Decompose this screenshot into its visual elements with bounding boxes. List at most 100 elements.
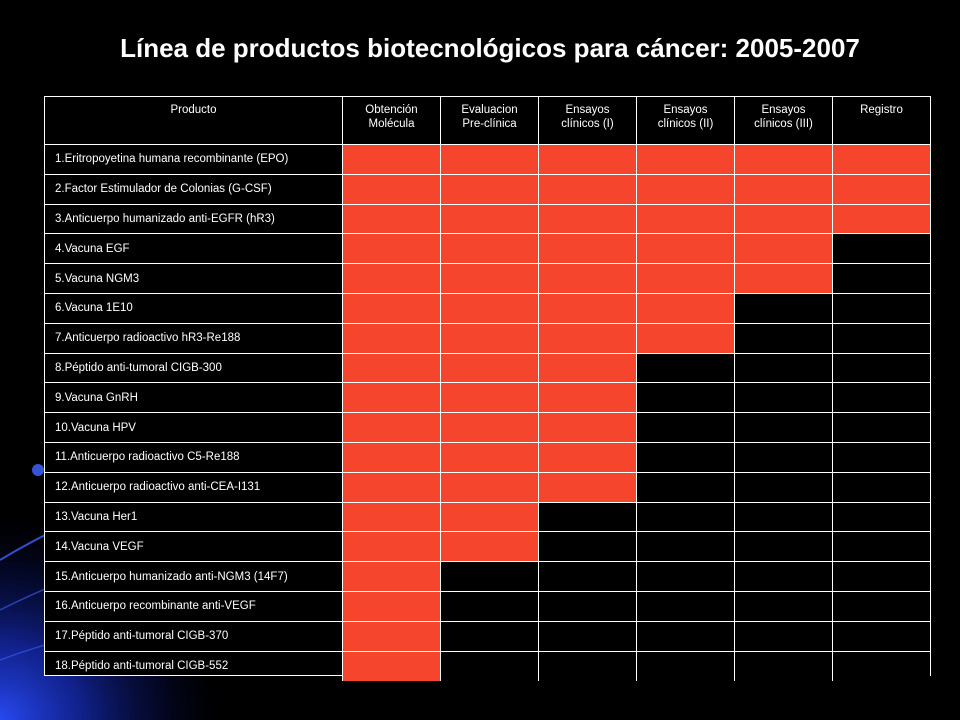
stage-completed-cell: [735, 145, 833, 175]
product-pipeline-table: Producto Obtención Molécula Evaluacion Pre-c…: [44, 96, 931, 682]
stage-completed-cell: [343, 502, 441, 533]
product-name: 17.Péptido anti-tumoral CIGB-370: [45, 621, 343, 652]
stage-pending-cell: [441, 591, 539, 622]
product-name: 7.Anticuerpo radioactivo hR3-Re188: [45, 323, 343, 354]
stage-completed-cell: [343, 383, 441, 414]
stage-completed-cell: [441, 145, 539, 175]
stage-pending-cell: [539, 532, 637, 563]
stage-pending-cell: [833, 532, 930, 563]
stage-completed-cell: [441, 293, 539, 324]
stage-pending-cell: [539, 502, 637, 533]
stage-completed-cell: [343, 353, 441, 384]
stage-completed-cell: [343, 442, 441, 473]
stage-pending-cell: [833, 591, 930, 622]
stage-pending-cell: [637, 413, 735, 443]
product-name: 1.Eritropoyetina humana recombinante (EP…: [45, 145, 343, 175]
product-name: 15.Anticuerpo humanizado anti-NGM3 (14F7…: [45, 562, 343, 592]
product-name: 10.Vacuna HPV: [45, 413, 343, 443]
stage-completed-cell: [539, 145, 637, 175]
stage-pending-cell: [441, 562, 539, 592]
stage-pending-cell: [539, 562, 637, 592]
stage-completed-cell: [441, 442, 539, 473]
stage-pending-cell: [637, 532, 735, 563]
stage-pending-cell: [735, 383, 833, 414]
stage-completed-cell: [735, 234, 833, 265]
stage-pending-cell: [735, 442, 833, 473]
header-ensayos-clinicos-i: Ensayos clínicos (I): [539, 97, 637, 145]
stage-completed-cell: [343, 323, 441, 354]
stage-completed-cell: [441, 383, 539, 414]
stage-completed-cell: [343, 651, 441, 682]
stage-completed-cell: [539, 174, 637, 205]
stage-completed-cell: [343, 204, 441, 235]
stage-completed-cell: [343, 174, 441, 205]
stage-completed-cell: [343, 591, 441, 622]
product-name: 12.Anticuerpo radioactivo anti-CEA-I131: [45, 472, 343, 503]
stage-pending-cell: [637, 562, 735, 592]
stage-completed-cell: [441, 174, 539, 205]
stage-completed-cell: [441, 264, 539, 294]
header-ensayos-clinicos-iii: Ensayos clínicos (III): [735, 97, 833, 145]
stage-completed-cell: [441, 413, 539, 443]
stage-completed-cell: [441, 472, 539, 503]
stage-completed-cell: [343, 293, 441, 324]
stage-pending-cell: [833, 383, 930, 414]
stage-completed-cell: [539, 383, 637, 414]
stage-pending-cell: [637, 442, 735, 473]
stage-pending-cell: [833, 353, 930, 384]
product-name: 13.Vacuna Her1: [45, 502, 343, 533]
stage-completed-cell: [833, 204, 930, 235]
stage-completed-cell: [539, 472, 637, 503]
stage-pending-cell: [833, 264, 930, 294]
stage-pending-cell: [735, 502, 833, 533]
header-obtencion-molecula: Obtención Molécula: [343, 97, 441, 145]
stage-completed-cell: [637, 264, 735, 294]
product-name: 9.Vacuna GnRH: [45, 383, 343, 414]
stage-pending-cell: [833, 442, 930, 473]
stage-completed-cell: [637, 145, 735, 175]
header-producto: Producto: [45, 97, 343, 145]
stage-pending-cell: [441, 651, 539, 682]
stage-pending-cell: [833, 413, 930, 443]
stage-pending-cell: [735, 591, 833, 622]
stage-pending-cell: [539, 591, 637, 622]
stage-pending-cell: [833, 293, 930, 324]
stage-pending-cell: [833, 234, 930, 265]
stage-pending-cell: [637, 353, 735, 384]
stage-completed-cell: [539, 413, 637, 443]
stage-completed-cell: [637, 174, 735, 205]
stage-completed-cell: [539, 204, 637, 235]
product-name: 3.Anticuerpo humanizado anti-EGFR (hR3): [45, 204, 343, 235]
stage-completed-cell: [833, 145, 930, 175]
stage-completed-cell: [539, 264, 637, 294]
stage-completed-cell: [343, 234, 441, 265]
stage-pending-cell: [833, 651, 930, 682]
stage-pending-cell: [539, 621, 637, 652]
product-name: 11.Anticuerpo radioactivo C5-Re188: [45, 442, 343, 473]
stage-completed-cell: [637, 204, 735, 235]
stage-completed-cell: [343, 472, 441, 503]
stage-pending-cell: [735, 353, 833, 384]
stage-completed-cell: [441, 204, 539, 235]
stage-completed-cell: [441, 323, 539, 354]
stage-pending-cell: [833, 323, 930, 354]
product-name: 8.Péptido anti-tumoral CIGB-300: [45, 353, 343, 384]
stage-completed-cell: [539, 442, 637, 473]
stage-pending-cell: [637, 621, 735, 652]
stage-completed-cell: [441, 234, 539, 265]
stage-completed-cell: [343, 413, 441, 443]
stage-completed-cell: [539, 323, 637, 354]
stage-pending-cell: [735, 472, 833, 503]
stage-pending-cell: [637, 383, 735, 414]
product-name: 18.Péptido anti-tumoral CIGB-552: [45, 651, 343, 682]
stage-pending-cell: [637, 502, 735, 533]
stage-pending-cell: [833, 502, 930, 533]
stage-completed-cell: [539, 353, 637, 384]
stage-completed-cell: [637, 323, 735, 354]
stage-pending-cell: [735, 651, 833, 682]
stage-pending-cell: [833, 472, 930, 503]
stage-completed-cell: [539, 293, 637, 324]
stage-completed-cell: [441, 532, 539, 563]
stage-completed-cell: [343, 264, 441, 294]
